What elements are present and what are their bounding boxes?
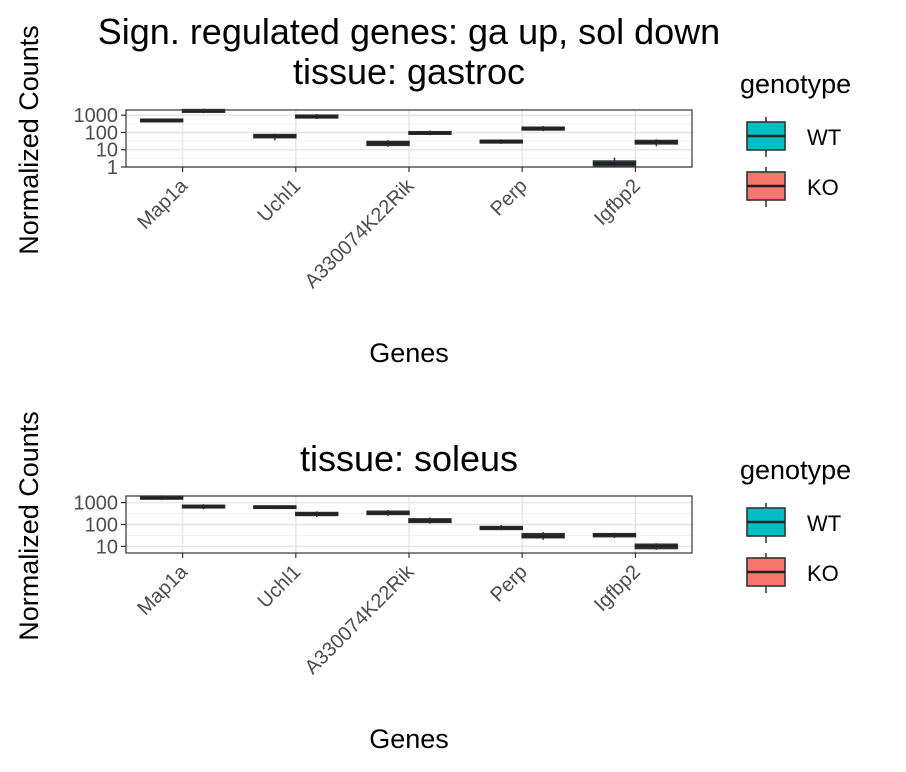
legend-key-wt: WT <box>746 503 841 543</box>
box-ko-a330074k22rik <box>408 517 452 524</box>
box-wt-perp <box>479 524 524 531</box>
box-wt-igfbp2 <box>592 157 637 167</box>
box-wt-uchl1 <box>253 133 297 141</box>
box-wt-igfbp2 <box>592 532 637 539</box>
legend-label: WT <box>807 125 841 150</box>
legend: genotype WT KO <box>740 69 851 207</box>
box-wt-perp <box>479 139 524 144</box>
y-axis-label: Normalized Counts <box>14 25 44 255</box>
box-ko-map1a <box>181 504 226 510</box>
x-tick-label: Perp <box>486 175 531 220</box>
box-ko-uchl1 <box>294 114 339 120</box>
box-ko-perp <box>521 532 565 540</box>
x-tick-label: Map1a <box>133 174 192 233</box>
legend-label: KO <box>807 561 839 586</box>
x-tick-label: Uchl1 <box>254 175 306 227</box>
box-ko-a330074k22rik <box>408 130 452 136</box>
x-tick-label: A330074K22Rik <box>301 560 419 678</box>
chart-panel-1: Sign. regulated genes: ga up, sol downti… <box>14 11 851 368</box>
box-ko-igfbp2 <box>634 543 679 550</box>
y-axis-label: Normalized Counts <box>14 411 44 641</box>
box-wt-a330074k22rik <box>366 140 410 147</box>
x-axis-label: Genes <box>369 724 449 754</box>
y-tick-label: 100 <box>85 122 118 144</box>
box-ko-perp <box>521 125 565 132</box>
box-ko-igfbp2 <box>634 139 679 147</box>
x-tick-label: Igfbp2 <box>590 175 645 230</box>
x-axis-label: Genes <box>369 338 449 368</box>
y-tick-label: 1000 <box>74 493 119 515</box>
x-tick-label: A330074K22Rik <box>301 174 419 292</box>
box-wt-map1a <box>139 118 184 123</box>
x-tick-label: Map1a <box>133 560 192 619</box>
y-tick-label: 10 <box>96 536 118 558</box>
x-tick-label: Uchl1 <box>254 561 306 613</box>
legend-key-ko: KO <box>746 167 839 207</box>
chart-title: Sign. regulated genes: ga up, sol down <box>98 11 720 52</box>
legend-title: genotype <box>740 69 851 99</box>
chart-subtitle: tissue: soleus <box>300 438 518 479</box>
x-tick-label: Igfbp2 <box>590 561 645 616</box>
legend-key-wt: WT <box>746 117 841 157</box>
y-tick-label: 1 <box>107 157 118 179</box>
box-wt-a330074k22rik <box>366 509 410 516</box>
legend-key-ko: KO <box>746 553 839 593</box>
box-ko-map1a <box>181 108 226 114</box>
chart-subtitle: tissue: gastroc <box>293 51 525 92</box>
y-tick-label: 1000 <box>74 105 119 127</box>
box-wt-uchl1 <box>253 505 297 510</box>
legend: genotype WT KO <box>740 455 851 593</box>
legend-label: WT <box>807 511 841 536</box>
legend-title: genotype <box>740 455 851 485</box>
y-tick-label: 100 <box>85 515 118 537</box>
legend-label: KO <box>807 175 839 200</box>
box-ko-uchl1 <box>294 511 339 517</box>
y-tick-label: 10 <box>96 140 118 162</box>
x-tick-label: Perp <box>486 561 531 606</box>
